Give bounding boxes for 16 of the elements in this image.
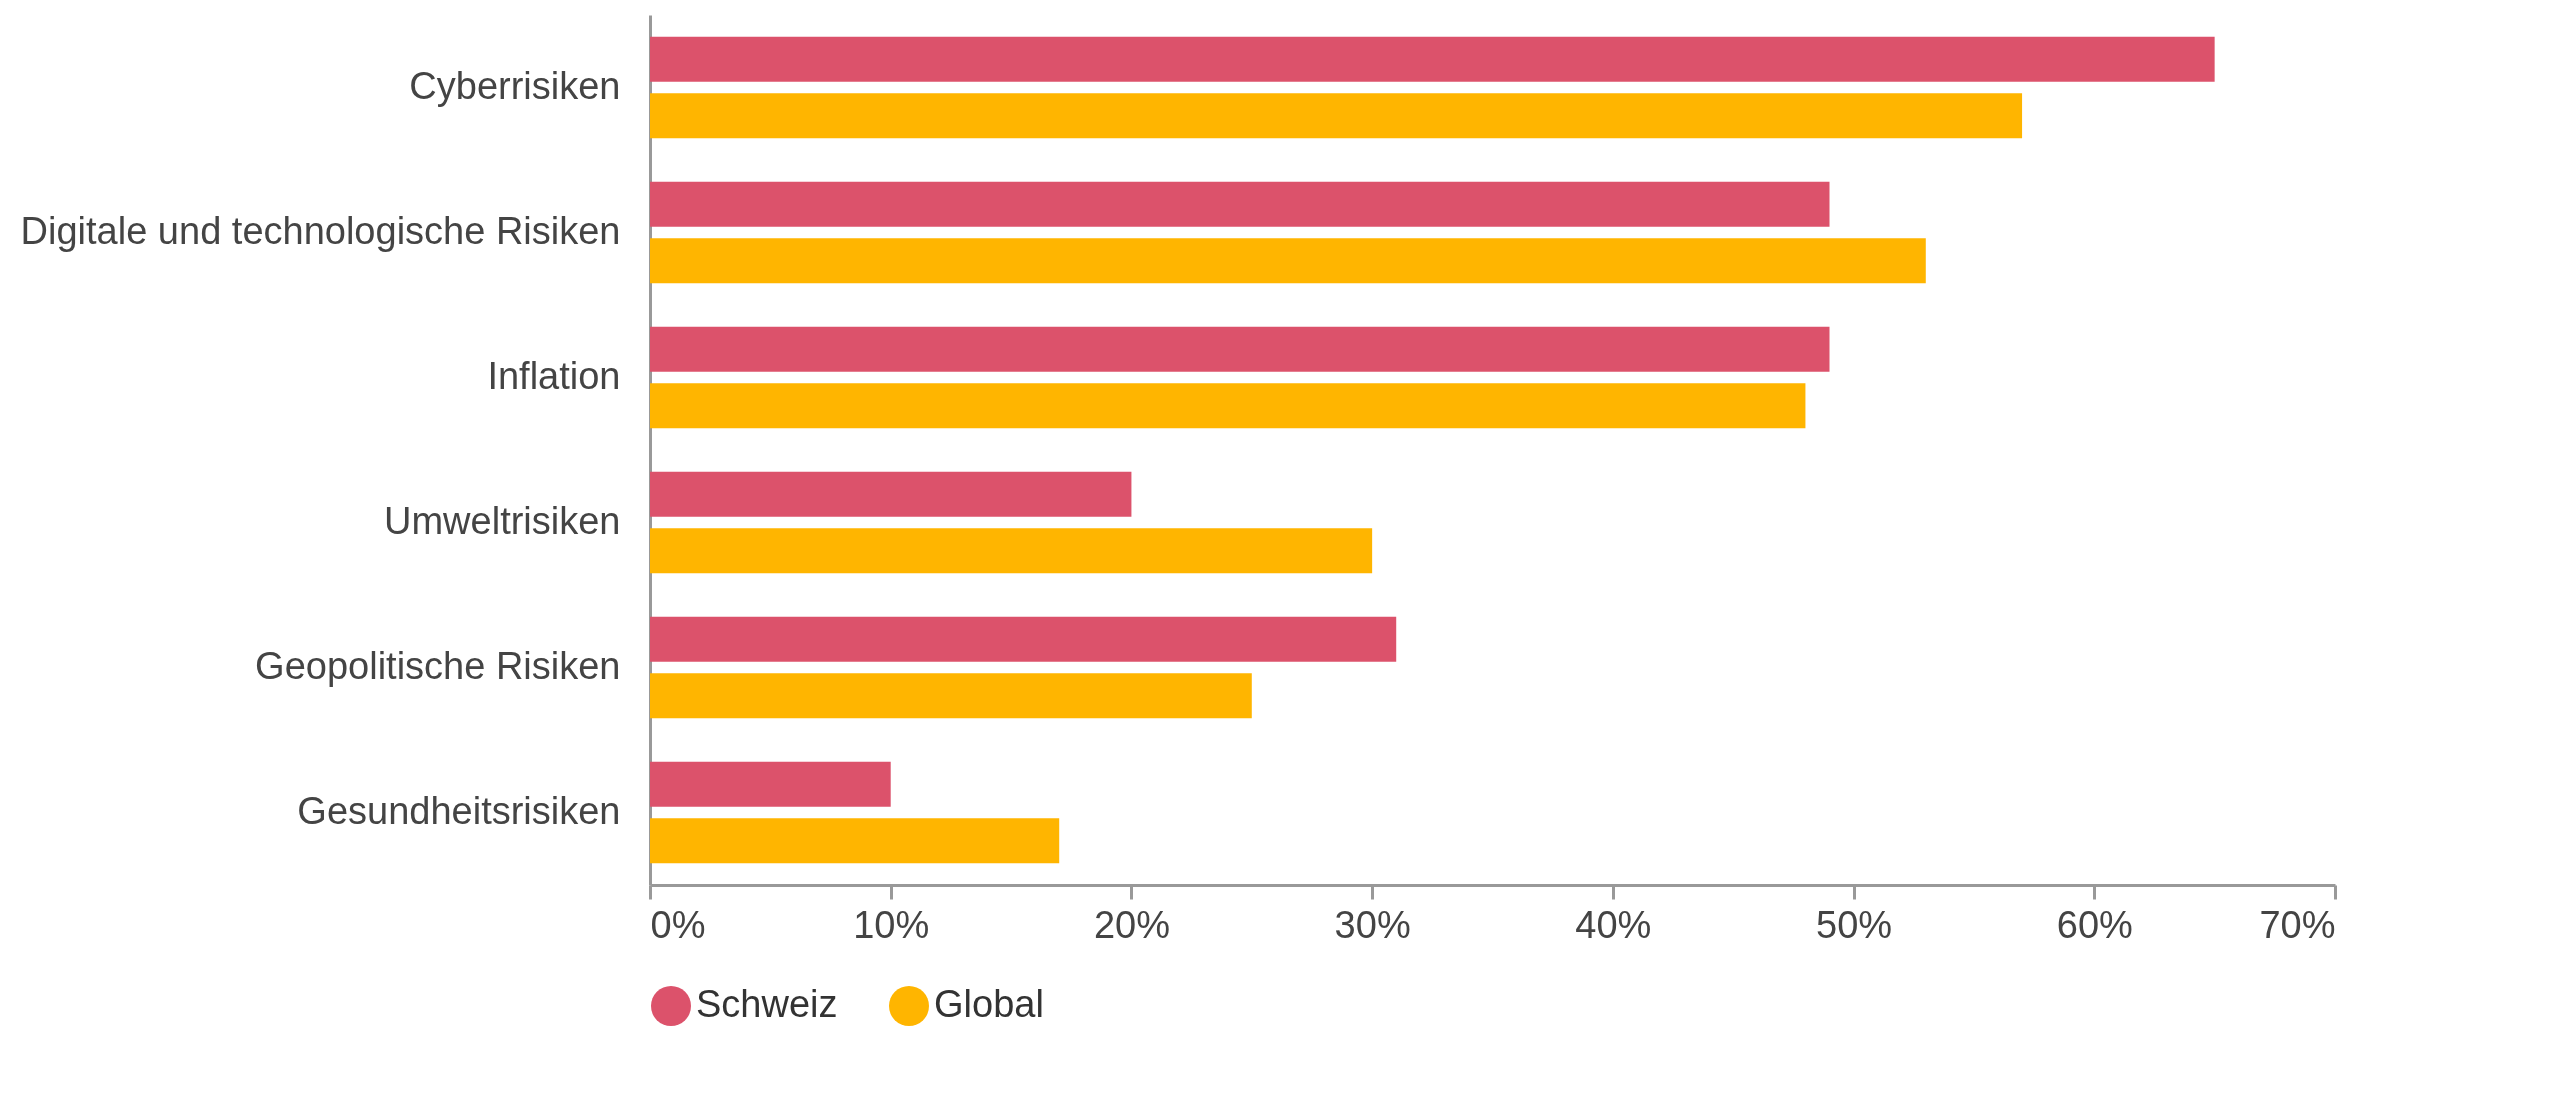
x-tick-label: 0% [650, 903, 706, 946]
legend-label: Schweiz [696, 983, 838, 1025]
y-tick-label: Umweltrisiken [384, 499, 621, 542]
x-tick-label: 20% [1093, 903, 1170, 946]
x-tick-label: 40% [1575, 903, 1652, 946]
y-tick-label: Gesundheitsrisiken [297, 789, 621, 832]
legend-label: Global [934, 983, 1044, 1025]
y-tick-label: Digitale und technologische Risiken [20, 209, 621, 252]
x-tick-label: 60% [2056, 903, 2133, 946]
x-tick-label: 10% [853, 903, 930, 946]
x-tick-label: 50% [1816, 903, 1893, 946]
y-tick-label: Inflation [487, 354, 621, 397]
y-tick-label: Geopolitische Risiken [255, 644, 621, 687]
x-tick-label: 30% [1334, 903, 1411, 946]
x-tick-label: 70% [2259, 903, 2336, 946]
y-tick-label: Cyberrisiken [409, 64, 621, 107]
